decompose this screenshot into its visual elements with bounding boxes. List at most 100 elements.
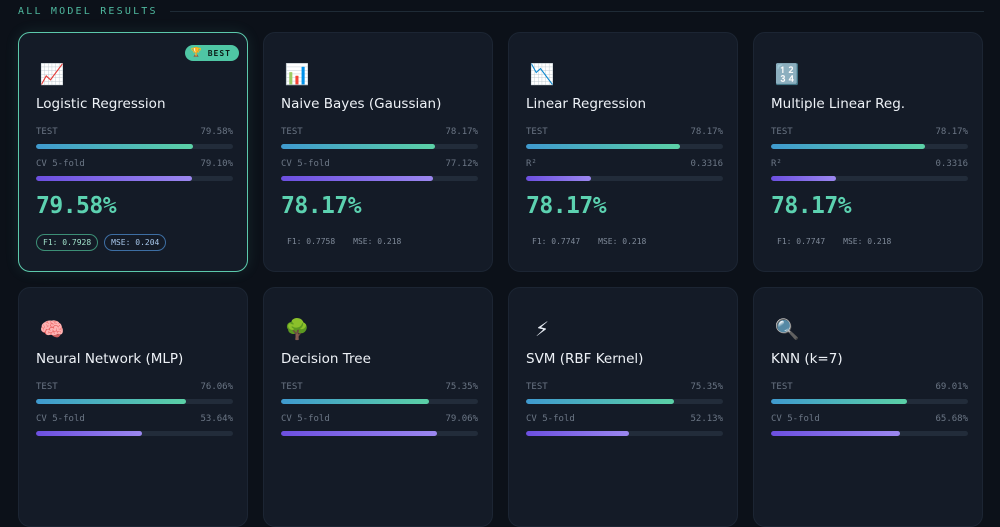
test-bar-fill bbox=[281, 144, 435, 149]
tree-icon: 🌳 bbox=[284, 317, 310, 341]
test-label: TEST bbox=[281, 382, 303, 392]
magnifier-icon: 🔍 bbox=[774, 317, 800, 341]
test-metric-row: TEST 78.17% bbox=[771, 127, 968, 139]
model-name: Decision Tree bbox=[281, 351, 371, 367]
test-bar bbox=[281, 399, 478, 404]
secondary-bar bbox=[771, 176, 968, 181]
secondary-bar-fill bbox=[526, 431, 629, 436]
secondary-metric-row: CV 5-fold 65.68% bbox=[771, 414, 968, 426]
secondary-label: CV 5-fold bbox=[281, 414, 330, 424]
model-name: Multiple Linear Reg. bbox=[771, 96, 906, 112]
test-value: 78.17% bbox=[690, 127, 723, 137]
test-bar-fill bbox=[771, 144, 925, 149]
test-bar bbox=[281, 144, 478, 149]
test-label: TEST bbox=[771, 382, 793, 392]
test-bar bbox=[36, 144, 233, 149]
secondary-metric-row: CV 5-fold 52.13% bbox=[526, 414, 723, 426]
secondary-label: R² bbox=[771, 159, 782, 169]
test-metric-row: TEST 76.06% bbox=[36, 382, 233, 394]
secondary-bar bbox=[526, 176, 723, 181]
secondary-label: CV 5-fold bbox=[36, 414, 85, 424]
model-card-4[interactable]: 🔢 Multiple Linear Reg. TEST 78.17% R² 0.… bbox=[753, 32, 983, 272]
model-name: Naive Bayes (Gaussian) bbox=[281, 96, 442, 112]
test-bar bbox=[771, 399, 968, 404]
mse-chip bbox=[299, 489, 311, 495]
test-bar bbox=[36, 399, 233, 404]
test-value: 78.17% bbox=[935, 127, 968, 137]
model-card-5[interactable]: 🧠 Neural Network (MLP) TEST 76.06% CV 5-… bbox=[18, 287, 248, 527]
secondary-label: CV 5-fold bbox=[771, 414, 820, 424]
best-badge: 🏆 BEST bbox=[184, 45, 239, 61]
secondary-bar-fill bbox=[281, 176, 433, 181]
secondary-value: 52.13% bbox=[690, 414, 723, 424]
metric-chips: F1: 0.7928 MSE: 0.204 bbox=[36, 234, 167, 251]
best-badge-label: BEST bbox=[207, 48, 231, 58]
secondary-value: 0.3316 bbox=[935, 159, 968, 169]
secondary-metric-row: CV 5-fold 79.06% bbox=[281, 414, 478, 426]
f1-chip bbox=[526, 489, 538, 495]
test-bar bbox=[526, 144, 723, 149]
secondary-bar bbox=[281, 431, 478, 436]
section-title: ALL MODEL RESULTS bbox=[18, 5, 158, 17]
mse-chip bbox=[544, 489, 556, 495]
f1-chip bbox=[771, 489, 783, 495]
test-value: 76.06% bbox=[200, 382, 233, 392]
secondary-metric-row: CV 5-fold 77.12% bbox=[281, 159, 478, 171]
section-divider bbox=[169, 10, 984, 12]
lightning-icon: ⚡ bbox=[534, 317, 550, 341]
test-metric-row: TEST 78.17% bbox=[281, 127, 478, 139]
secondary-metric-row: CV 5-fold 53.64% bbox=[36, 414, 233, 426]
model-card-1[interactable]: 📈 Logistic Regression TEST 79.58% CV 5-f… bbox=[18, 32, 248, 272]
accuracy-score: 78.17% bbox=[771, 193, 852, 219]
secondary-bar-fill bbox=[771, 176, 837, 181]
chart-decreasing-icon: 📉 bbox=[529, 62, 555, 86]
model-name: Logistic Regression bbox=[36, 96, 166, 112]
f1-chip: F1: 0.7928 bbox=[36, 234, 99, 251]
secondary-metric-row: R² 0.3316 bbox=[526, 159, 723, 171]
secondary-label: CV 5-fold bbox=[526, 414, 575, 424]
model-card-2[interactable]: 📊 Naive Bayes (Gaussian) TEST 78.17% CV … bbox=[263, 32, 493, 272]
mse-chip: MSE: 0.204 bbox=[104, 234, 167, 251]
trophy-icon: 🏆 bbox=[190, 48, 203, 58]
model-card-3[interactable]: 📉 Linear Regression TEST 78.17% R² 0.331… bbox=[508, 32, 738, 272]
f1-chip: F1: 0.7747 bbox=[777, 237, 826, 246]
accuracy-score: 79.58% bbox=[36, 193, 117, 219]
test-label: TEST bbox=[526, 127, 548, 137]
metric-chips bbox=[771, 489, 801, 495]
model-card-6[interactable]: 🌳 Decision Tree TEST 75.35% CV 5-fold 79… bbox=[263, 287, 493, 527]
metric-chips: F1: 0.7747 MSE: 0.218 bbox=[526, 234, 652, 249]
test-value: 69.01% bbox=[935, 382, 968, 392]
model-name: Neural Network (MLP) bbox=[36, 351, 184, 367]
test-label: TEST bbox=[36, 127, 58, 137]
model-grid: 📈 Logistic Regression TEST 79.58% CV 5-f… bbox=[18, 32, 984, 527]
secondary-bar bbox=[281, 176, 478, 181]
mse-chip bbox=[789, 489, 801, 495]
secondary-bar bbox=[526, 431, 723, 436]
secondary-metric-row: R² 0.3316 bbox=[771, 159, 968, 171]
mse-chip: MSE: 0.218 bbox=[353, 237, 402, 246]
mse-chip bbox=[54, 489, 66, 495]
secondary-bar-fill bbox=[36, 431, 142, 436]
f1-chip bbox=[36, 489, 48, 495]
model-card-7[interactable]: ⚡ SVM (RBF Kernel) TEST 75.35% CV 5-fold… bbox=[508, 287, 738, 527]
test-label: TEST bbox=[36, 382, 58, 392]
secondary-label: CV 5-fold bbox=[281, 159, 330, 169]
metric-chips bbox=[526, 489, 556, 495]
secondary-label: R² bbox=[526, 159, 537, 169]
test-metric-row: TEST 78.17% bbox=[526, 127, 723, 139]
model-card-8[interactable]: 🔍 KNN (k=7) TEST 69.01% CV 5-fold 65.68% bbox=[753, 287, 983, 527]
secondary-value: 77.12% bbox=[445, 159, 478, 169]
test-value: 75.35% bbox=[445, 382, 478, 392]
test-metric-row: TEST 79.58% bbox=[36, 127, 233, 139]
test-bar-fill bbox=[526, 144, 680, 149]
section-header: ALL MODEL RESULTS bbox=[18, 4, 984, 18]
test-bar-fill bbox=[36, 144, 193, 149]
mse-chip: MSE: 0.218 bbox=[598, 237, 647, 246]
secondary-bar-fill bbox=[771, 431, 901, 436]
secondary-metric-row: CV 5-fold 79.10% bbox=[36, 159, 233, 171]
f1-chip: F1: 0.7758 bbox=[287, 237, 336, 246]
test-bar-fill bbox=[526, 399, 675, 404]
test-label: TEST bbox=[281, 127, 303, 137]
test-value: 79.58% bbox=[200, 127, 233, 137]
metric-chips bbox=[36, 489, 66, 495]
